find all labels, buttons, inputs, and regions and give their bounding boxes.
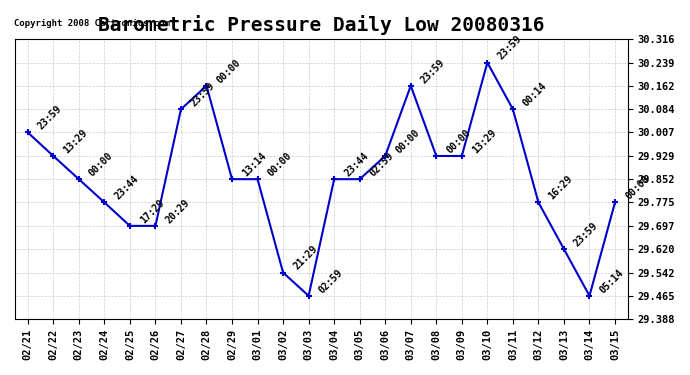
Text: 00:00: 00:00 bbox=[266, 150, 294, 178]
Text: 00:00: 00:00 bbox=[87, 150, 115, 178]
Text: Copyright 2008 Cartronics.com: Copyright 2008 Cartronics.com bbox=[14, 19, 170, 28]
Title: Barometric Pressure Daily Low 20080316: Barometric Pressure Daily Low 20080316 bbox=[98, 15, 544, 35]
Text: 05:14: 05:14 bbox=[598, 267, 626, 295]
Text: 23:44: 23:44 bbox=[342, 150, 371, 178]
Text: 00:00: 00:00 bbox=[393, 128, 422, 155]
Text: 00:00: 00:00 bbox=[215, 57, 243, 85]
Text: 00:00: 00:00 bbox=[444, 128, 473, 155]
Text: 00:00: 00:00 bbox=[623, 174, 651, 202]
Text: 02:59: 02:59 bbox=[368, 150, 396, 178]
Text: 23:59: 23:59 bbox=[572, 220, 600, 248]
Text: 13:29: 13:29 bbox=[470, 128, 498, 155]
Text: 21:29: 21:29 bbox=[291, 244, 319, 272]
Text: 16:29: 16:29 bbox=[546, 174, 575, 202]
Text: 23:59: 23:59 bbox=[36, 104, 64, 132]
Text: 17:29: 17:29 bbox=[138, 197, 166, 225]
Text: 23:59: 23:59 bbox=[419, 57, 447, 85]
Text: 13:29: 13:29 bbox=[61, 128, 90, 155]
Text: 13:14: 13:14 bbox=[240, 150, 268, 178]
Text: 23:59: 23:59 bbox=[495, 34, 524, 62]
Text: 02:59: 02:59 bbox=[317, 267, 345, 295]
Text: 23:59: 23:59 bbox=[189, 81, 217, 108]
Text: 20:29: 20:29 bbox=[164, 197, 192, 225]
Text: 00:14: 00:14 bbox=[521, 81, 549, 108]
Text: 23:44: 23:44 bbox=[112, 174, 141, 202]
